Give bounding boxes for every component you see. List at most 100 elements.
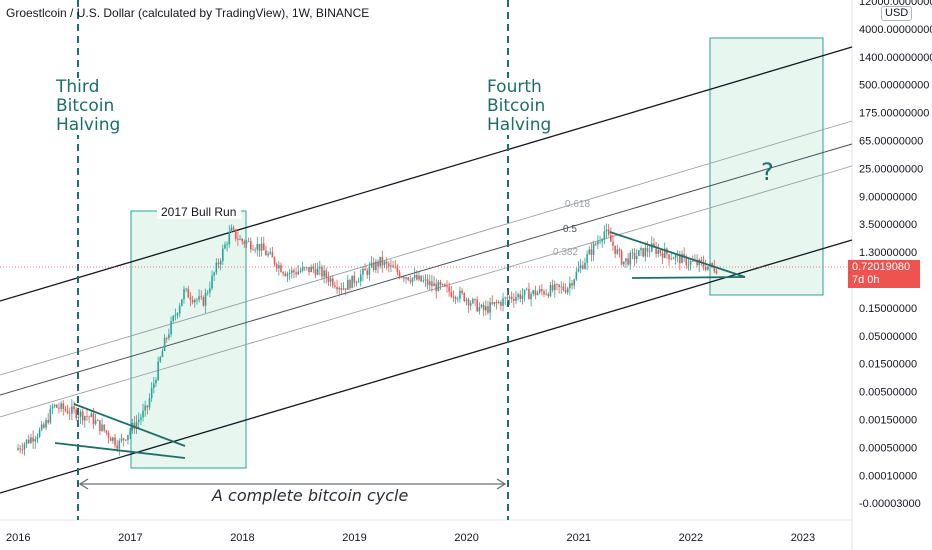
candle-body: [127, 434, 129, 441]
candle-body: [715, 271, 718, 274]
candle-body: [265, 250, 267, 256]
candle-body: [295, 272, 297, 275]
x-tick-label: 2017: [118, 532, 142, 544]
currency-badge[interactable]: USD: [881, 6, 913, 21]
candle-body: [53, 404, 56, 407]
candle-body: [198, 296, 200, 300]
candle-body: [96, 420, 99, 422]
candle-body: [43, 424, 45, 428]
candle-body: [338, 288, 341, 290]
candle-body: [478, 307, 481, 312]
candle-body: [280, 265, 282, 273]
candle-body: [60, 403, 62, 409]
y-axis: 12000.00000000 4000.00000000 1400.00000000…: [859, 0, 932, 510]
candle-body: [670, 258, 672, 260]
candle-body: [394, 267, 397, 269]
candle-body: [288, 273, 291, 274]
candle-body: [282, 272, 284, 274]
triangle-2016: [54, 403, 186, 459]
candle-body: [306, 267, 308, 268]
candle-body: [545, 293, 547, 295]
candle-body: [398, 272, 401, 278]
candle-body: [252, 249, 254, 251]
candle-body: [506, 297, 509, 299]
candle-body: [116, 445, 118, 449]
candle-body: [101, 424, 103, 431]
candle-body: [366, 270, 369, 276]
candle-body: [454, 297, 457, 300]
candle-body: [334, 285, 336, 287]
candle-body: [254, 249, 256, 251]
candle-body: [314, 269, 317, 275]
candle-body: [704, 266, 707, 270]
candle-body: [344, 288, 347, 290]
candle-body: [90, 413, 93, 418]
candle-body: [258, 243, 261, 251]
candle-body: [521, 295, 524, 299]
candle-body: [416, 274, 418, 280]
candle-body: [713, 266, 716, 272]
x-tick-label: 2022: [679, 532, 703, 544]
candle-body: [510, 296, 513, 300]
candle-body: [674, 255, 677, 259]
candle-body: [77, 416, 80, 419]
candle-body: [441, 284, 444, 286]
candle-body: [120, 438, 123, 441]
candle-body: [377, 261, 379, 267]
candle-body: [573, 279, 575, 286]
candle-body: [316, 268, 319, 275]
candle-body: [631, 252, 634, 254]
candle-body: [456, 298, 459, 300]
candle-body: [644, 247, 647, 257]
candle-body: [284, 273, 287, 276]
y-tick-label: 1400.00000000: [859, 52, 932, 64]
candle-body: [331, 278, 334, 286]
candle-body: [547, 293, 550, 297]
candle-body: [349, 280, 351, 289]
candle-body: [618, 249, 621, 251]
triangle-2021: [609, 231, 746, 279]
candle-body: [638, 250, 640, 257]
candle-body: [94, 420, 97, 424]
candle-body: [290, 270, 293, 274]
candle-body: [405, 277, 407, 279]
candle-body: [476, 299, 478, 312]
candle-body: [659, 250, 662, 254]
candle-body: [607, 229, 610, 235]
candle-body: [342, 288, 345, 290]
candle-body: [239, 238, 241, 240]
candle-body: [243, 241, 246, 244]
chart-title: Groestlcoin / U.S. Dollar (calculated by…: [6, 6, 370, 20]
bull-run-label: 2017 Bull Run: [161, 205, 236, 219]
candle-body: [25, 439, 28, 445]
candle-body: [359, 274, 362, 282]
candle-body: [528, 288, 530, 300]
candle-body: [353, 275, 356, 283]
candle-body: [155, 380, 157, 384]
candle-body: [687, 264, 690, 266]
candle-body: [556, 284, 558, 285]
candle-body: [629, 252, 632, 265]
candle-body: [472, 299, 474, 304]
channel-lines: [0, 46, 853, 494]
candle-body: [485, 306, 487, 311]
last-price-value: 0.72019080: [852, 261, 911, 273]
candle-body: [390, 265, 392, 267]
candle-body: [691, 260, 694, 262]
candle-body: [409, 280, 412, 282]
candle-body: [597, 241, 599, 245]
y-tick-label: 9.00000000: [859, 191, 917, 203]
candle-body: [232, 227, 235, 230]
candle-body: [590, 249, 593, 255]
candle-body: [668, 254, 670, 260]
candle-body: [38, 429, 41, 437]
candle-body: [297, 271, 300, 275]
candle-body: [541, 289, 543, 292]
candle-body: [124, 439, 127, 441]
candle-body: [275, 264, 278, 269]
candle-body: [625, 258, 627, 262]
candle-body: [534, 290, 537, 296]
candle-body: [112, 437, 114, 441]
candle-body: [564, 289, 567, 293]
